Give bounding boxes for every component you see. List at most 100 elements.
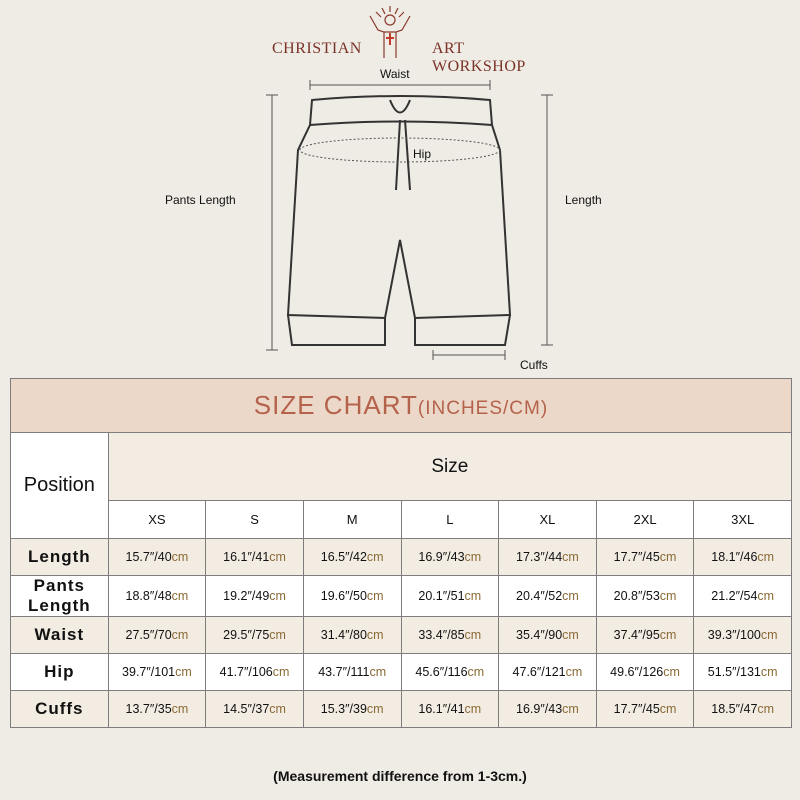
measurement-value: 17.7″/45: [613, 702, 660, 716]
unit-label: cm: [663, 665, 680, 679]
unit-label: cm: [659, 550, 677, 564]
measurement-cell: 16.9″/43cm: [400, 538, 500, 576]
measurement-cell: 49.6″/126cm: [595, 653, 695, 691]
unit-label: cm: [175, 665, 192, 679]
measurement-value: 39.3″/100: [707, 628, 761, 642]
measurement-value: 43.7″/111: [318, 665, 370, 679]
row-label: Length: [10, 538, 109, 576]
measurement-cell: 16.5″/42cm: [302, 538, 402, 576]
unit-label: cm: [269, 628, 286, 642]
label-pants-length: Pants Length: [165, 193, 236, 207]
measurement-value: 16.1″/41: [418, 702, 465, 716]
measurement-value: 15.7″/40: [125, 550, 172, 564]
unit-label: cm: [464, 550, 482, 564]
measurement-value: 19.2″/49: [223, 589, 270, 603]
table-row: Waist 27.5″/70cm 29.5″/75cm 31.4″/80cm 33.4″…: [10, 616, 792, 654]
measurement-value: 20.8″/53: [613, 589, 660, 603]
size-label: S: [205, 500, 304, 539]
measurement-value: 16.1″/41: [223, 550, 270, 564]
measurement-cell: 15.3″/39cm: [302, 690, 402, 728]
measurement-value: 21.2″/54: [711, 589, 758, 603]
unit-label: cm: [760, 665, 778, 679]
unit-label: cm: [464, 702, 482, 716]
measurement-value: 19.6″/50: [320, 589, 367, 603]
measurement-cell: 20.8″/53cm: [595, 575, 695, 617]
measurement-cell: 31.4″/80cm: [302, 616, 402, 654]
measurement-value: 16.9″/43: [418, 550, 465, 564]
measurement-value: 41.7″/106: [219, 665, 273, 679]
measurement-cell: 19.6″/50cm: [302, 575, 402, 617]
unit-label: cm: [760, 628, 778, 642]
measurement-cell: 45.6″/116cm: [400, 653, 500, 691]
measurement-value: 31.4″/80: [320, 628, 367, 642]
measurement-value: 18.1″/46: [711, 550, 758, 564]
brand-right: ART WORKSHOP: [432, 40, 526, 75]
measurement-cell: 19.2″/49cm: [205, 575, 304, 617]
measurement-value: 14.5″/37: [223, 702, 270, 716]
measurement-cell: 18.5″/47cm: [693, 690, 792, 728]
unit-label: cm: [659, 702, 677, 716]
unit-label: cm: [659, 628, 677, 642]
measurement-cell: 51.5″/131cm: [693, 653, 792, 691]
unit-label: cm: [171, 589, 189, 603]
size-chart-table: SIZE CHART(INCHES/CM) Position Size XS S M…: [10, 378, 793, 728]
size-label: 2XL: [595, 500, 695, 539]
measurement-value: 17.3″/44: [516, 550, 563, 564]
label-hip: Hip: [413, 147, 432, 161]
measurement-cell: 13.7″/35cm: [107, 690, 207, 728]
measurement-cell: 41.7″/106cm: [205, 653, 304, 691]
size-label: 3XL: [693, 500, 792, 539]
label-length: Length: [565, 193, 602, 207]
measurement-cell: 16.1″/41cm: [205, 538, 304, 576]
brand-logo: CHRISTIAN ART WORKSHOP: [260, 0, 560, 75]
measurement-value: 20.1″/51: [418, 589, 465, 603]
size-label: M: [302, 500, 402, 539]
table-row: Hip 39.7″/101cm 41.7″/106cm 43.7″/111cm 45.6…: [10, 653, 792, 691]
jesus-figure-icon: [369, 6, 411, 58]
measurement-value: 37.4″/95: [613, 628, 660, 642]
unit-label: cm: [369, 665, 387, 679]
position-header: Position: [10, 432, 109, 539]
measurement-value: 16.9″/43: [516, 702, 563, 716]
measurement-value: 18.8″/48: [125, 589, 172, 603]
measurement-value: 51.5″/131: [707, 665, 761, 679]
unit-label: cm: [269, 702, 286, 716]
unit-label: cm: [366, 589, 384, 603]
measurement-cell: 17.7″/45cm: [595, 538, 695, 576]
measurement-cell: 37.4″/95cm: [595, 616, 695, 654]
measurement-cell: 18.1″/46cm: [693, 538, 792, 576]
measurement-cell: 27.5″/70cm: [107, 616, 207, 654]
size-label: XS: [107, 500, 207, 539]
row-label: Pants Length: [10, 575, 109, 617]
measurement-value: 33.4″/85: [418, 628, 465, 642]
size-label: L: [400, 500, 500, 539]
measurement-cell: 18.8″/48cm: [107, 575, 207, 617]
table-row: Pants Length 18.8″/48cm 19.2″/49cm 19.6″/50…: [10, 575, 792, 617]
measurement-value: 17.7″/45: [613, 550, 660, 564]
unit-label: cm: [757, 589, 775, 603]
unit-label: cm: [366, 628, 384, 642]
measurement-cell: 20.1″/51cm: [400, 575, 500, 617]
measurement-cell: 17.7″/45cm: [595, 690, 695, 728]
unit-label: cm: [464, 589, 482, 603]
size-label: XL: [498, 500, 597, 539]
measurement-cell: 21.2″/54cm: [693, 575, 792, 617]
measurement-value: 13.7″/35: [125, 702, 172, 716]
measurement-value: 29.5″/75: [223, 628, 270, 642]
measurement-value: 45.6″/116: [415, 665, 468, 679]
measurement-cell: 15.7″/40cm: [107, 538, 207, 576]
label-waist: Waist: [380, 67, 410, 81]
measurement-value: 15.3″/39: [320, 702, 367, 716]
measurement-cell: 16.9″/43cm: [498, 690, 597, 728]
unit-label: cm: [562, 550, 579, 564]
unit-label: cm: [269, 550, 286, 564]
measurement-cell: 14.5″/37cm: [205, 690, 304, 728]
measurement-cell: 39.3″/100cm: [693, 616, 792, 654]
measurement-cell: 33.4″/85cm: [400, 616, 500, 654]
unit-label: cm: [366, 702, 384, 716]
unit-label: cm: [269, 589, 286, 603]
unit-label: cm: [467, 665, 485, 679]
measurement-cell: 43.7″/111cm: [302, 653, 402, 691]
measurement-cell: 16.1″/41cm: [400, 690, 500, 728]
size-chart-title: SIZE CHART(INCHES/CM): [10, 378, 792, 433]
